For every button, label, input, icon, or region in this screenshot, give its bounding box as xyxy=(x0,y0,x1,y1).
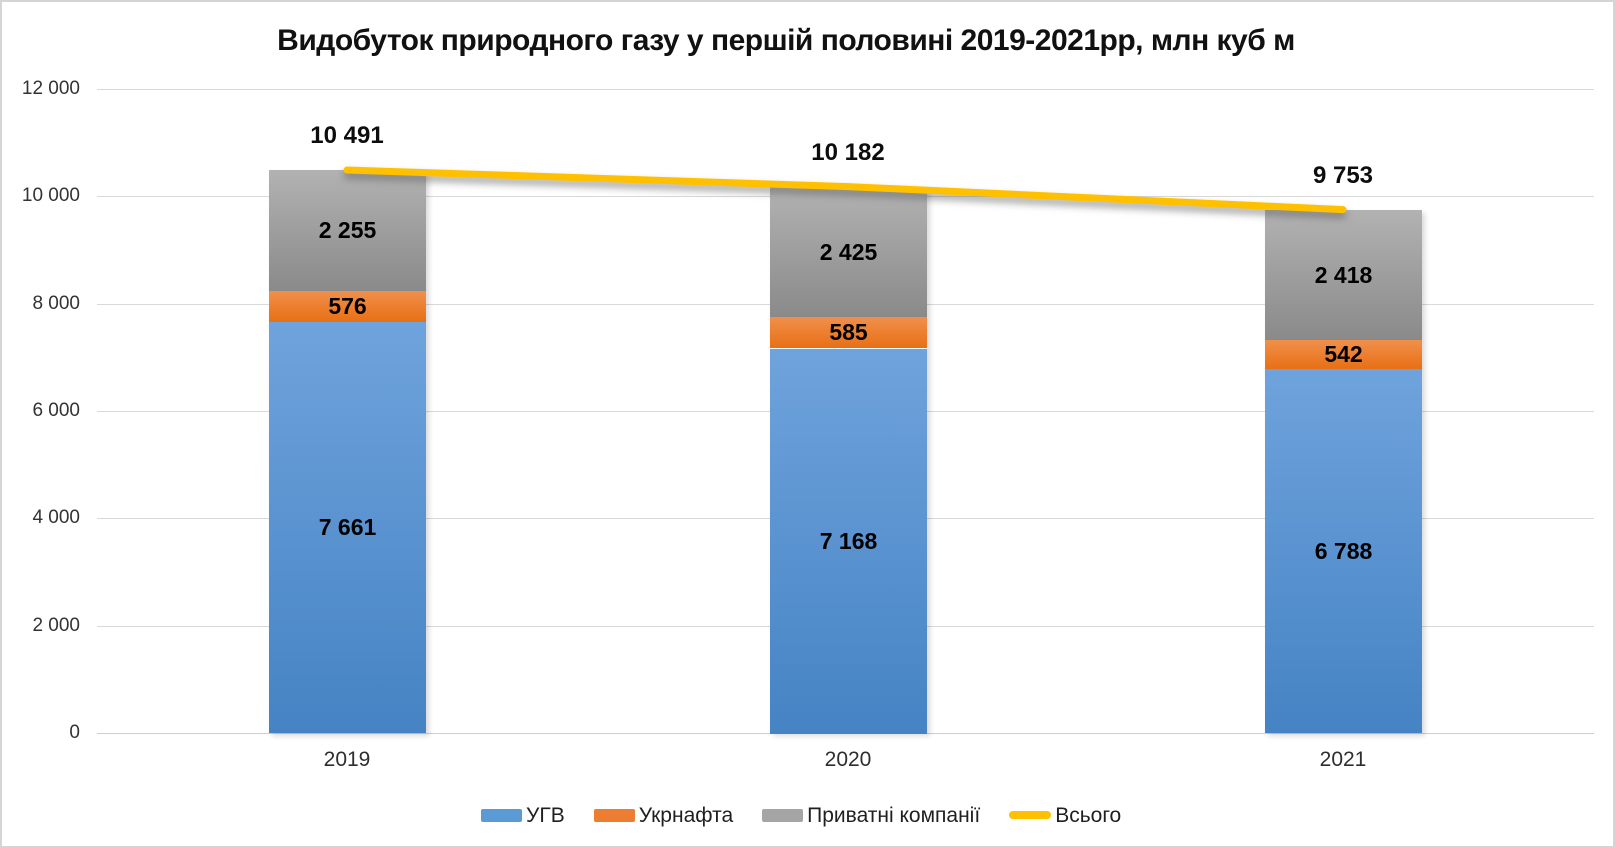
total-data-label: 9 753 xyxy=(1312,162,1374,189)
y-axis-tick-label: 12 000 xyxy=(21,78,80,99)
segment-data-label: 576 xyxy=(328,293,367,319)
y-axis-tick-label: 0 xyxy=(69,722,80,743)
y-axis-tick-label: 6 000 xyxy=(32,400,80,421)
segment-data-label: 2 255 xyxy=(318,217,377,243)
legend-label: УГВ xyxy=(526,803,565,827)
total-data-label: 10 182 xyxy=(811,139,885,166)
segment-data-label: 7 661 xyxy=(318,514,377,540)
segment-data-label: 542 xyxy=(1324,341,1363,367)
y-axis-tick-label: 4 000 xyxy=(32,507,80,529)
segment-data-label: 6 788 xyxy=(1314,537,1373,564)
segment-data-label: 585 xyxy=(829,319,868,345)
y-axis-tick-label: 10 000 xyxy=(21,185,80,207)
legend-item-2: Приватні компанії xyxy=(762,805,980,826)
legend-label: Приватні компанії xyxy=(807,803,981,827)
legend: УГВ Укрнафта Приватні компанії Всього xyxy=(481,802,1121,828)
segment-2019-series-1: 576 xyxy=(269,291,426,322)
segment-2021-series-0: 6 788 xyxy=(1265,369,1422,733)
segment-data-label: 2 418 xyxy=(1314,261,1373,288)
segment-data-label: 2 425 xyxy=(819,238,878,265)
legend-color-swatch-icon xyxy=(762,808,804,822)
bar-2021: 6 788 542 2 418 xyxy=(1265,210,1422,733)
total-data-label: 10 491 xyxy=(310,122,384,149)
segment-2019-series-0: 7 661 xyxy=(269,322,426,733)
segment-2020-series-1: 585 xyxy=(770,317,927,348)
category-label-2020: 2020 xyxy=(824,748,872,771)
legend-item-0: УГВ xyxy=(481,805,565,826)
legend-color-swatch-icon xyxy=(481,808,522,822)
legend-label: Укрнафта xyxy=(638,803,734,827)
y-axis-tick-label: 8 000 xyxy=(32,292,80,314)
chart-title: Видобуток природного газу у першій полов… xyxy=(277,24,1295,57)
category-label-2019: 2019 xyxy=(323,748,371,771)
category-label-2021: 2021 xyxy=(1319,748,1367,771)
legend-line-swatch-icon xyxy=(1009,811,1052,819)
segment-2021-series-1: 542 xyxy=(1265,340,1422,369)
legend-item-3: Всього xyxy=(1009,805,1121,826)
segment-data-label: 7 168 xyxy=(819,528,878,554)
segment-2020-series-2: 2 425 xyxy=(770,187,927,317)
segment-2020-series-0: 7 168 xyxy=(770,349,927,734)
bar-2019: 7 661 576 2 255 xyxy=(269,170,426,733)
bar-2020: 7 168 585 2 425 xyxy=(770,187,927,734)
segment-2021-series-2: 2 418 xyxy=(1265,210,1422,340)
gridline-12000 xyxy=(97,89,1594,90)
y-axis-tick-label: 2 000 xyxy=(32,614,80,636)
legend-label: Всього xyxy=(1055,803,1122,827)
legend-item-1: Укрнафта xyxy=(593,803,734,827)
legend-color-swatch-icon xyxy=(593,808,635,822)
segment-2019-series-2: 2 255 xyxy=(269,170,426,291)
